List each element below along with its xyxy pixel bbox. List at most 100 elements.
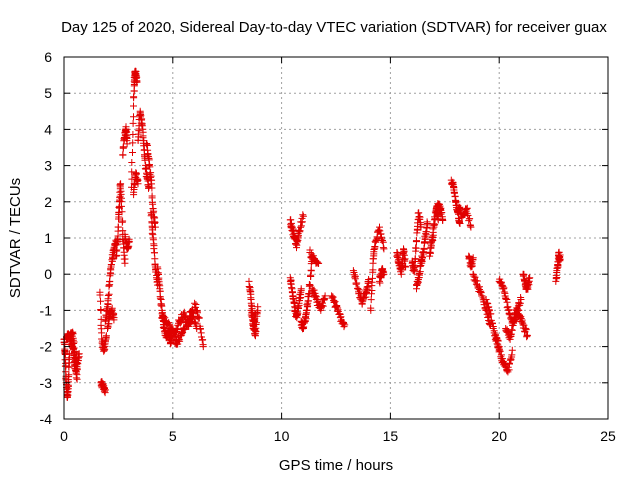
data-point [75,350,83,358]
data-point [130,102,137,110]
data-point [313,258,321,266]
data-point [118,208,126,216]
data-point [137,111,145,119]
data-point [500,288,508,296]
data-point [306,246,314,254]
data-point [101,386,109,394]
data-point [123,140,131,148]
y-tick-label: -1 [40,302,53,318]
data-point [487,310,495,318]
data-point [247,299,255,307]
data-point [340,323,348,331]
data-point [147,212,155,220]
data-point [150,245,158,253]
data-point [351,273,359,281]
data-point [380,245,388,253]
data-point [299,212,307,220]
data-point [416,215,424,223]
data-point [329,293,337,301]
data-point [74,357,82,365]
data-point [125,238,133,246]
data-point [367,304,375,312]
data-point [423,220,431,227]
data-point [156,294,164,302]
data-point [429,228,437,236]
data-point [299,211,307,219]
data-point [177,317,185,325]
data-point [105,281,113,289]
data-point [354,285,362,293]
data-point [556,256,564,264]
data-point [117,180,125,188]
y-tick-label: -2 [40,339,53,355]
data-point [401,255,409,263]
data-point [488,319,496,327]
data-point [114,223,122,231]
data-point [102,332,110,340]
data-point [298,218,306,226]
data-point [121,259,129,267]
data-point [133,78,141,86]
data-point [477,289,485,297]
data-point [129,139,137,147]
axis-ticks [63,56,609,420]
data-point [430,220,438,228]
data-point [160,313,168,320]
data-point [70,338,78,346]
data-point [65,371,73,379]
data-point [526,274,534,282]
data-point [394,251,402,259]
data-point [413,237,420,245]
data-point [379,237,386,245]
data-point [508,346,516,354]
x-axis-label: GPS time / hours [279,457,393,474]
x-tick-label: 5 [169,428,177,444]
data-point [365,277,373,285]
y-tick-label: 5 [44,85,52,101]
data-point [435,201,443,208]
data-point [294,303,302,311]
data-point [96,291,104,299]
data-point [307,273,315,280]
data-point [128,168,136,176]
data-point [97,315,105,323]
x-tick-label: 20 [491,428,507,444]
data-point [496,347,504,355]
data-point [297,285,305,293]
data-point [380,270,388,278]
data-point [146,170,154,178]
data-point [321,295,328,303]
data-point [321,292,329,300]
y-tick-label: -3 [40,375,53,391]
x-tick-label: 10 [274,428,290,444]
data-point [466,215,474,223]
x-tick-label: 15 [383,428,399,444]
data-point [287,216,295,224]
data-point [300,323,308,331]
y-tick-label: 3 [44,158,52,174]
tick-labels: 0 5 10 15 20 25 -4 -3 -2 -1 0 1 2 3 4 5 6 [40,49,616,444]
data-point [195,314,203,322]
data-point [489,323,497,330]
data-point [104,292,112,299]
grid-lines [64,57,608,419]
data-point [119,151,127,159]
data-point [176,337,184,345]
data-point [362,293,370,301]
data-point [289,295,297,303]
data-point [376,279,384,287]
data-point [134,180,142,188]
data-point [98,329,106,337]
data-point [110,314,118,322]
data-point [369,266,377,274]
data-point [420,245,428,253]
data-point [438,209,446,217]
data-point [416,262,424,270]
data-point [154,269,162,277]
data-point [490,327,498,335]
data-point [190,312,197,320]
data-point [517,296,525,303]
y-tick-label: 6 [44,49,52,65]
data-point [499,355,506,363]
